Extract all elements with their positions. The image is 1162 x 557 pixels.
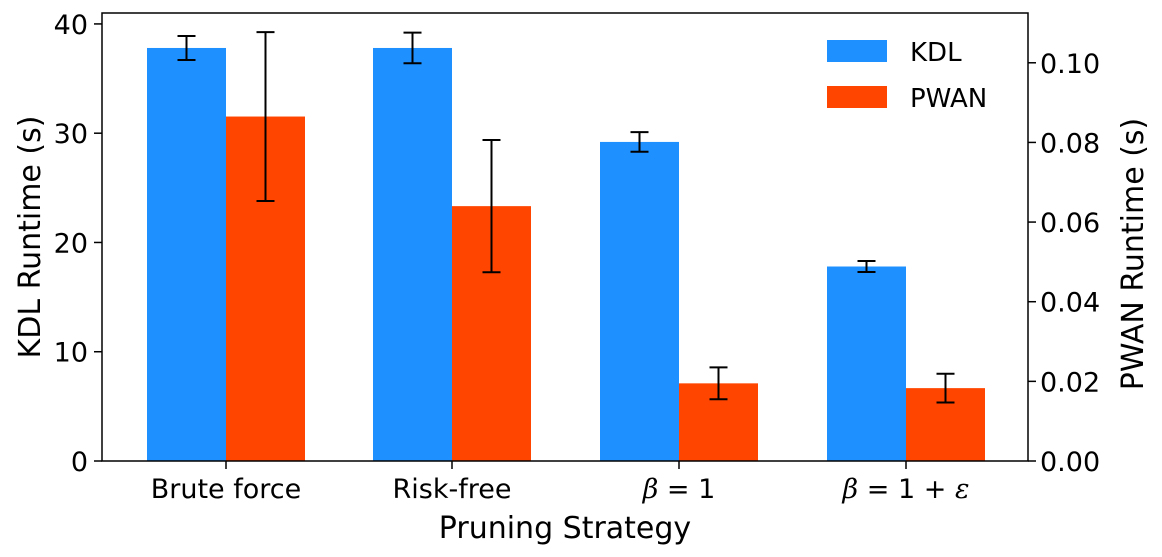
x-axis-title: Pruning Strategy [439,511,691,546]
legend-swatch-kdl [827,40,887,62]
legend-swatch-pwan [827,86,887,108]
errorbars-layer [177,31,955,404]
right-axis-title: PWAN Runtime (s) [1116,118,1151,391]
right-tick-label-1: 0.02 [1040,367,1100,398]
bar-kdl-3 [827,266,906,461]
right-tick-label-4: 0.08 [1040,128,1100,159]
bar-kdl-1 [373,47,452,462]
plot-frame [101,12,1029,462]
legend: KDL PWAN [827,38,987,114]
x-tick-label-part: β [842,474,859,505]
bar-kdl-0 [147,47,226,462]
left-tick-label-1: 10 [54,338,88,369]
x-tick-label-1: Risk-free [393,474,512,505]
x-tick-label-part: β [642,474,659,505]
left-axis-title: KDL Runtime (s) [13,116,48,359]
x-tick-label-part: + [915,474,946,505]
left-axis: 0 10 20 30 40 [54,10,102,478]
x-tick-label-part: = [658,474,689,505]
left-tick-label-0: 0 [71,447,88,478]
x-tick-label-part: ε [946,474,969,505]
right-tick-label-5: 0.10 [1040,49,1100,80]
left-tick-label-2: 20 [54,228,88,259]
right-tick-label-0: 0.00 [1040,447,1100,478]
left-tick-label-3: 30 [54,119,88,150]
bar-kdl-2 [600,141,679,461]
legend-label-kdl: KDL [910,38,962,68]
x-tick-label-part: 1 [690,474,716,505]
right-tick-label-2: 0.04 [1040,288,1100,319]
x-tick-label-0: Brute force [151,474,302,505]
bars-layer [147,47,985,462]
right-axis: 0.00 0.02 0.04 0.06 0.08 0.10 [1028,49,1100,478]
legend-label-pwan: PWAN [910,84,987,114]
x-tick-label-part: 1 [889,474,915,505]
x-tick-label-3: β = 1 + ε [842,474,970,505]
x-tick-label-2: β = 1 [642,474,716,505]
right-tick-label-3: 0.06 [1040,208,1100,239]
x-tick-label-part: = [858,474,889,505]
left-tick-label-4: 40 [54,10,88,41]
